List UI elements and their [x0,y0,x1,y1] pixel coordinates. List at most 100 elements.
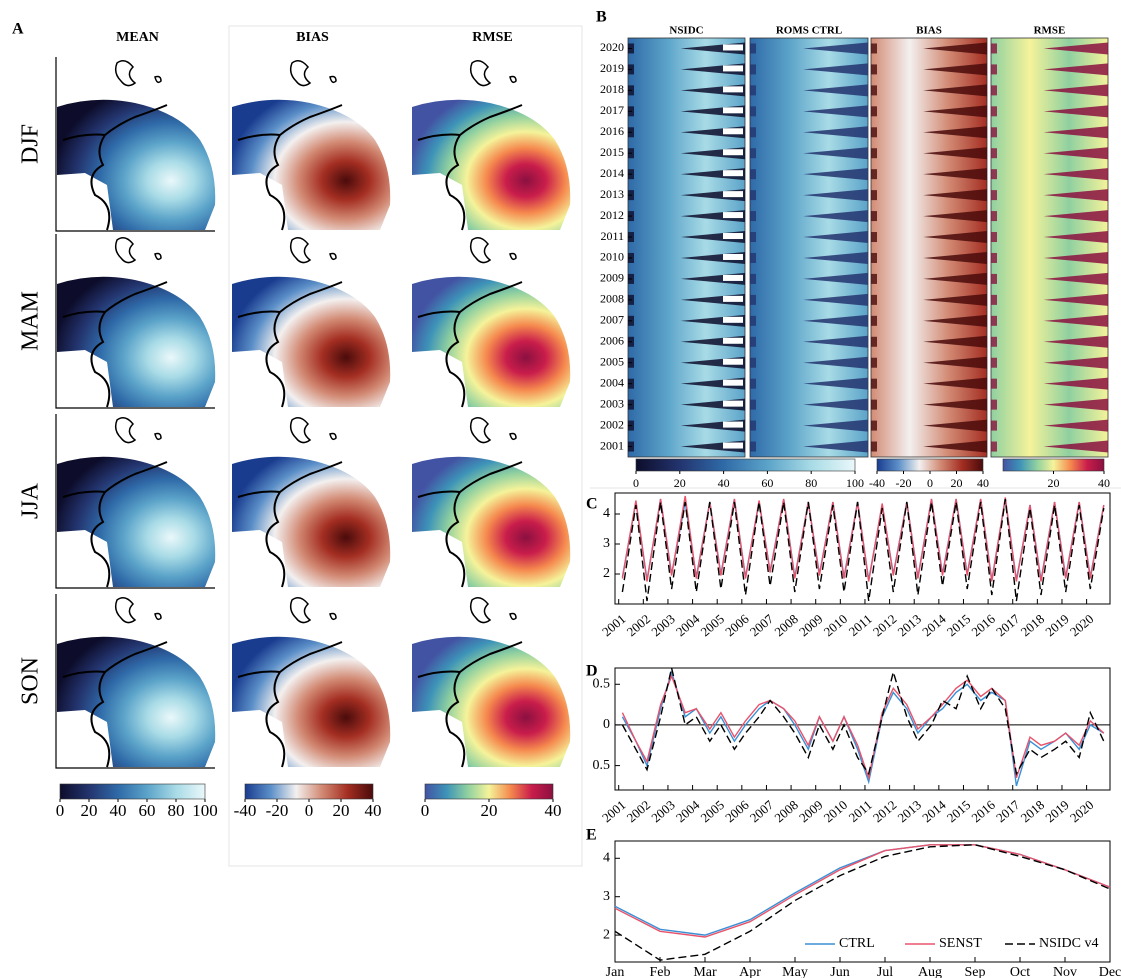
colorbar-tick-label: 20 [1048,476,1060,490]
coastline [237,461,343,588]
map [55,414,216,589]
heatmap-field [749,37,869,458]
plot-frame [614,492,1111,605]
island [289,60,337,87]
sea-ice-field [412,636,571,767]
x-tick-label: Dec [1099,965,1121,978]
island [469,417,517,444]
heatmap-band [871,148,877,159]
x-tick-label: 2005 [697,797,727,825]
heatmap-wedge [1043,293,1108,306]
heatmap-wedge [923,231,987,244]
coastline [237,641,343,768]
x-tick-label: Aug [918,965,942,978]
heatmap-gap [723,65,743,72]
heatmap-band [991,315,997,326]
heatmap-band [750,211,756,222]
heatmap-band [750,336,756,347]
sea-ice-field [232,456,391,587]
colorbar-tick-label: 0 [421,801,430,820]
y-tick-label: 2001 [600,438,624,452]
column-title: RMSE [1034,25,1066,37]
heatmap-wedge [923,168,987,181]
heatmap-gap [723,107,743,114]
heatmap-wedge [1043,42,1108,55]
y-tick-label: 4 [603,851,610,866]
heatmap-wedge [803,293,868,306]
x-tick-label: 2011 [846,611,875,639]
heatmap-gap [723,358,743,365]
x-tick-label: 2015 [944,611,974,639]
heatmap-band [991,232,997,243]
sea-ice-field [57,456,216,587]
y-tick-label: 2009 [600,271,624,285]
heatmap-gap [723,86,743,93]
heatmap-gap [723,316,743,323]
map-axis [55,234,215,409]
island [114,60,162,87]
x-tick-label: 2004 [673,611,703,640]
heatmap-wedge [1043,314,1108,327]
heatmap-wedge [803,356,868,369]
island [469,60,517,87]
sea-ice-field [412,99,571,230]
x-tick-label: 2002 [624,797,654,825]
heatmap-wedge [923,147,987,160]
y-tick-label: 2 [603,927,610,942]
x-tick-label: 2009 [796,797,826,825]
island [469,237,517,264]
heatmap-wedge [803,440,868,453]
heatmap-wedge [803,42,868,55]
x-tick-label: 2008 [771,797,801,825]
heatmap-band [750,294,756,305]
heatmap-band [750,148,756,159]
heatmap-band [871,336,877,347]
heatmap-band [991,106,997,117]
heatmap-band [871,252,877,263]
heatmap-band [991,273,997,284]
x-tick-label: Jul [877,965,893,978]
map [412,417,571,588]
heatmap-band [750,273,756,284]
heatmap-wedge [923,251,987,264]
heatmap-band [991,85,997,96]
heatmap-wedge [923,84,987,97]
y-tick-label: 2003 [600,396,624,410]
colorbar-tick-label: -20 [896,476,912,490]
plot-frame [614,667,1111,791]
row-label: JJA [18,482,44,519]
heatmap-wedge [923,42,987,55]
x-tick-label: 2001 [599,797,629,825]
colorbar-tick-label: 20 [333,801,350,820]
heatmap-gap [723,442,743,449]
x-tick-label: 2008 [771,611,801,639]
y-tick-label: 2015 [600,145,624,159]
heatmap-wedge [923,293,987,306]
island [289,597,337,624]
heatmap-wedge [1043,419,1108,432]
x-tick-label: Jun [830,965,849,978]
heatmap-band [871,232,877,243]
y-tick-label: 0.5 [593,676,611,691]
coastline [417,281,523,408]
heatmap-band [991,211,997,222]
heatmap-band [871,127,877,138]
colorbar-tick-label: 80 [805,476,817,490]
colorbar-tick-label: 100 [846,476,864,490]
colorbar [876,458,984,472]
heatmap-wedge [923,189,987,202]
x-tick-label: 2005 [697,611,727,639]
x-tick-label: 2007 [747,611,777,640]
heatmap-gap [723,191,743,198]
island [114,237,162,264]
sea-ice-field [57,276,216,407]
y-tick-label: 2020 [600,40,624,54]
heatmap-band [750,85,756,96]
x-tick-label: 2004 [673,797,703,826]
y-tick-label: 3 [603,536,610,551]
heatmap-wedge [803,377,868,390]
heatmap-gap [723,253,743,260]
colorbar-tick-label: 100 [192,801,218,820]
heatmap-wedge [1043,168,1108,181]
island [114,597,162,624]
